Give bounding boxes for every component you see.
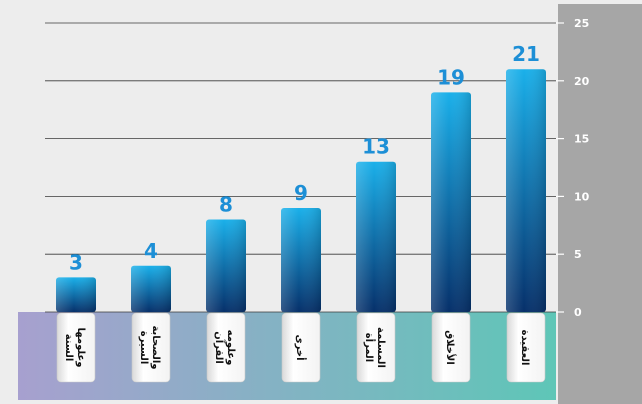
category-label-7-line-1: العقيدة xyxy=(519,330,530,366)
value-label-2: 4 xyxy=(144,239,158,263)
category-label-4: أخرى xyxy=(294,334,307,360)
category-label-2-line-2: والصحابة xyxy=(150,325,161,369)
value-label-5: 13 xyxy=(362,135,390,159)
y-axis-panel xyxy=(558,4,642,404)
category-tag-5 xyxy=(356,312,396,383)
bar-shine-2 xyxy=(131,265,171,312)
category-label-5-line-2: المسلمة xyxy=(375,327,386,368)
category-label-1-line-1: السنة xyxy=(63,334,74,362)
bar-shine-6 xyxy=(431,92,471,312)
y-tick-label-10: 10 xyxy=(574,190,590,203)
category-tag-2 xyxy=(131,312,171,383)
category-label-7: العقيدة xyxy=(519,330,530,366)
bar-shine-7 xyxy=(506,69,546,313)
bar-shine-5 xyxy=(356,161,396,312)
bar-shine-4 xyxy=(281,207,321,312)
category-label-3-line-1: القرآن xyxy=(213,331,226,364)
y-tick-label-20: 20 xyxy=(574,75,590,88)
category-label-3-line-2: وعلومه xyxy=(225,330,236,366)
category-tag-3 xyxy=(206,312,246,383)
category-label-6-line-1: الأخلاق xyxy=(444,330,457,365)
value-label-7: 21 xyxy=(512,42,540,66)
category-label-2: السيرة والصحابة xyxy=(138,325,161,369)
y-tick-label-0: 0 xyxy=(574,306,582,319)
category-label-3: القرآن وعلومه xyxy=(213,330,236,366)
category-label-1-line-2: وعلومها xyxy=(75,328,86,368)
category-tag-1 xyxy=(56,312,96,383)
category-label-6: الأخلاق xyxy=(444,330,457,365)
category-label-5-line-1: المرأة xyxy=(363,333,376,362)
value-label-6: 19 xyxy=(437,65,465,89)
y-tick-label-25: 25 xyxy=(574,17,589,30)
category-tag-7 xyxy=(506,312,546,383)
category-tag-4 xyxy=(281,312,321,383)
bar-shine-3 xyxy=(206,219,246,312)
category-label-1: السنة وعلومها xyxy=(63,328,86,368)
category-label-2-line-1: السيرة xyxy=(138,331,149,365)
value-label-1: 3 xyxy=(69,250,83,274)
category-label-5: المرأة المسلمة xyxy=(363,327,386,368)
category-label-4-line-1: أخرى xyxy=(294,334,307,360)
category-tag-6 xyxy=(431,312,471,383)
bar-shine-1 xyxy=(56,277,96,312)
y-tick-label-15: 15 xyxy=(574,133,589,146)
value-label-4: 9 xyxy=(294,181,308,205)
value-label-3: 8 xyxy=(219,193,233,217)
y-tick-label-5: 5 xyxy=(574,248,582,261)
